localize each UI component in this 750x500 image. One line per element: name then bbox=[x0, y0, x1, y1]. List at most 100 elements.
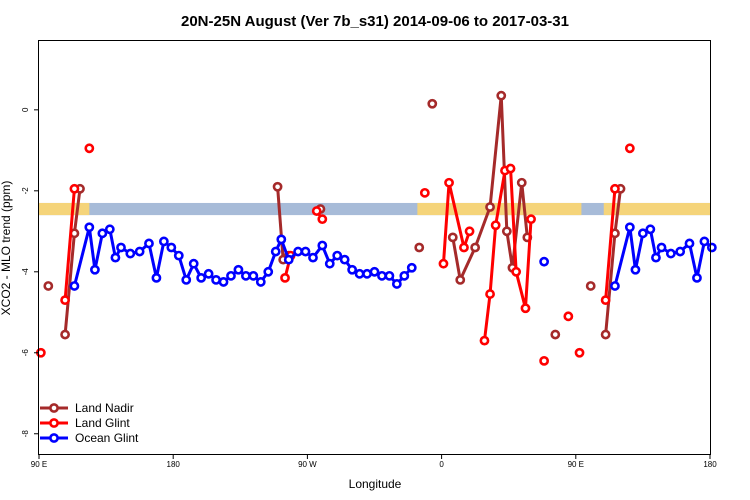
data-point bbox=[110, 252, 121, 263]
series-line bbox=[63, 188, 76, 301]
legend-swatch-marker bbox=[49, 433, 59, 443]
legend-item: Land Nadir bbox=[40, 401, 134, 415]
legend-label: Land Glint bbox=[75, 416, 130, 430]
data-point bbox=[248, 270, 259, 281]
data-point bbox=[638, 228, 648, 239]
data-point bbox=[317, 240, 328, 251]
data-point bbox=[455, 274, 466, 285]
data-point bbox=[84, 143, 95, 154]
y-tick-label: -2 bbox=[21, 187, 30, 195]
data-point bbox=[485, 202, 495, 212]
x-axis: 90 E 180 90 W 0 90 E 180 bbox=[31, 454, 717, 469]
x-tick-label: 90 E bbox=[568, 460, 584, 469]
data-point bbox=[520, 303, 531, 314]
data-point bbox=[574, 347, 585, 358]
data-point bbox=[233, 264, 244, 275]
data-point bbox=[300, 246, 311, 257]
data-point bbox=[69, 281, 80, 291]
data-point bbox=[339, 254, 350, 265]
data-point bbox=[203, 268, 214, 279]
data-point bbox=[283, 254, 294, 265]
data-point bbox=[84, 222, 95, 233]
data-point bbox=[97, 228, 108, 239]
y-tick-label: 0 bbox=[21, 107, 30, 112]
data-point bbox=[226, 270, 236, 281]
data-point bbox=[459, 242, 469, 253]
data-point bbox=[60, 295, 70, 306]
data-point bbox=[600, 329, 611, 340]
data-point bbox=[308, 252, 318, 263]
y-axis: 0 -2 -4 -6 -8 bbox=[21, 107, 39, 437]
data-point bbox=[516, 177, 527, 188]
data-point bbox=[293, 246, 303, 257]
y-axis-label: XCO2 - MLO trend (ppm) bbox=[0, 181, 13, 316]
data-point bbox=[414, 242, 425, 253]
y-tick-label: -6 bbox=[21, 349, 30, 357]
data-point bbox=[526, 214, 536, 225]
surface-type-band bbox=[39, 202, 710, 216]
data-point bbox=[134, 246, 145, 257]
x-tick-label: 180 bbox=[167, 460, 181, 469]
x-tick-label: 90 E bbox=[31, 460, 47, 469]
data-point bbox=[173, 250, 184, 261]
data-point bbox=[651, 252, 661, 263]
data-point bbox=[419, 187, 430, 198]
legend-label: Land Nadir bbox=[75, 401, 134, 415]
data-point bbox=[311, 206, 322, 216]
data-point bbox=[511, 266, 522, 277]
data-point bbox=[377, 270, 387, 281]
data-point bbox=[399, 270, 410, 281]
legend-swatch-marker bbox=[49, 418, 59, 428]
plot-frame bbox=[38, 40, 711, 455]
data-point bbox=[699, 236, 710, 247]
data-point bbox=[196, 272, 207, 283]
data-point bbox=[539, 256, 550, 267]
data-point bbox=[630, 264, 641, 275]
data-point bbox=[406, 262, 417, 273]
data-point bbox=[158, 236, 169, 247]
data-point bbox=[706, 242, 717, 253]
series-line bbox=[441, 181, 471, 264]
land-band-segment bbox=[39, 202, 90, 216]
y-tick-label: -4 bbox=[21, 268, 30, 276]
data-point bbox=[362, 268, 372, 279]
series-line bbox=[604, 188, 617, 301]
data-point bbox=[317, 214, 328, 225]
data-point bbox=[496, 90, 507, 101]
data-point bbox=[332, 250, 343, 261]
series-ocean-glint bbox=[69, 222, 717, 291]
data-point bbox=[166, 242, 177, 253]
data-point bbox=[600, 295, 611, 306]
data-point bbox=[464, 226, 475, 237]
data-point bbox=[276, 234, 287, 245]
data-point bbox=[391, 279, 402, 289]
data-point bbox=[240, 270, 251, 281]
data-point bbox=[384, 270, 395, 281]
data-point bbox=[218, 277, 229, 287]
data-point bbox=[624, 143, 635, 154]
chart-title: 20N-25N August (Ver 7b_s31) 2014-09-06 t… bbox=[181, 13, 569, 30]
series-layer bbox=[35, 90, 717, 366]
legend-item: Ocean Glint bbox=[40, 431, 139, 445]
data-point bbox=[505, 163, 516, 174]
data-point bbox=[280, 272, 290, 283]
data-point bbox=[43, 281, 54, 291]
data-point bbox=[125, 248, 136, 259]
data-point bbox=[563, 311, 574, 322]
data-point bbox=[610, 281, 620, 291]
data-point bbox=[211, 274, 221, 285]
x-axis-label: Longitude bbox=[349, 477, 402, 491]
x-tick-label: 180 bbox=[703, 460, 717, 469]
legend-label: Ocean Glint bbox=[75, 431, 139, 445]
data-point bbox=[665, 248, 676, 259]
data-point bbox=[69, 183, 80, 194]
data-point bbox=[485, 289, 495, 299]
data-point bbox=[347, 264, 358, 275]
legend-item: Land Glint bbox=[40, 416, 130, 430]
data-point bbox=[60, 329, 70, 340]
data-point bbox=[490, 220, 501, 231]
data-point bbox=[151, 272, 162, 283]
data-point bbox=[501, 226, 512, 237]
data-point bbox=[263, 266, 274, 277]
